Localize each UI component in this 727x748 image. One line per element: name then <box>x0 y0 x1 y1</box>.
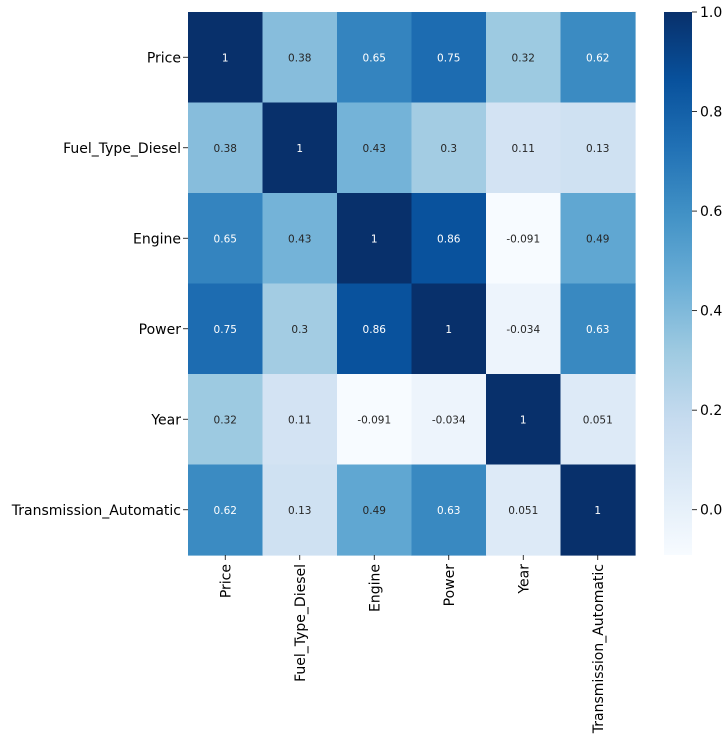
cell-annotation: 1 <box>371 233 378 245</box>
cell-annotation: 0.13 <box>288 505 311 517</box>
heatmap-cell <box>411 193 487 285</box>
cell-annotation: 0.38 <box>214 143 237 155</box>
y-tick-label: Year <box>150 412 181 428</box>
x-tick-labels: Price Fuel_Type_Diesel Engine Power Year Tran… <box>218 555 607 734</box>
cell-annotation: 0.051 <box>508 505 538 517</box>
x-tick-label: Engine <box>367 564 383 612</box>
y-tick-label: Transmission_Automatic <box>11 503 181 519</box>
heatmap-cell <box>560 102 636 194</box>
colorbar-tick-label: 0.4 <box>700 304 722 320</box>
y-tick-label: Power <box>139 322 182 338</box>
cell-annotations: 1 0.38 0.65 0.75 0.32 0.62 0.38 1 0.43 0.3 0.11 0.1… <box>214 52 613 517</box>
cell-annotation: 0.86 <box>437 233 461 245</box>
heatmap-cell <box>337 193 413 285</box>
cell-annotation: 0.75 <box>437 52 460 64</box>
heatmap-cell <box>486 464 562 556</box>
cell-annotation: 0.3 <box>440 143 457 155</box>
cell-annotation: 0.65 <box>214 233 237 245</box>
heatmap-cell <box>337 283 413 375</box>
heatmap-cell <box>411 464 487 556</box>
x-tick-label: Power <box>442 564 458 607</box>
cell-annotation: 0.63 <box>437 505 460 517</box>
heatmap-cell <box>188 102 264 194</box>
heatmap-cell <box>188 12 264 104</box>
heatmap-cell <box>486 102 562 194</box>
cell-annotation: 0.62 <box>214 505 237 517</box>
x-tick-label: Year <box>516 564 532 595</box>
heatmap-cell <box>188 193 264 285</box>
cell-annotation: -0.034 <box>432 414 466 426</box>
cell-annotation: 0.63 <box>586 324 609 336</box>
colorbar-tick-label: 1.0 <box>700 5 722 21</box>
cell-annotation: 0.32 <box>214 414 237 426</box>
cell-annotation: 1 <box>222 52 229 64</box>
heatmap-cell <box>560 283 636 375</box>
x-tick-label: Fuel_Type_Diesel <box>293 564 309 682</box>
heatmap-cell <box>560 464 636 556</box>
heatmap-cell <box>411 374 487 466</box>
cell-annotation: 1 <box>520 414 527 426</box>
cell-annotation: 0.62 <box>586 52 609 64</box>
cell-annotation: 0.86 <box>363 324 387 336</box>
colorbar-tick-label: 0.6 <box>700 204 722 220</box>
cell-annotation: -0.034 <box>506 324 540 336</box>
cell-annotation: 0.13 <box>586 143 609 155</box>
y-tick-label: Price <box>147 50 181 66</box>
heatmap-cell <box>486 283 562 375</box>
cell-annotation: 0.38 <box>288 52 311 64</box>
heatmap-cell <box>262 12 338 104</box>
heatmap-cell <box>262 374 338 466</box>
cell-annotation: 0.65 <box>363 52 386 64</box>
cell-annotation: 0.11 <box>512 143 535 155</box>
x-tick-label: Price <box>218 564 234 598</box>
heatmap-cell <box>486 12 562 104</box>
x-tick-label: Transmission_Automatic <box>591 564 607 734</box>
heatmap-cell <box>188 464 264 556</box>
heatmap-cells <box>188 12 636 556</box>
cell-annotation: 0.11 <box>288 414 311 426</box>
y-tick-label: Engine <box>133 231 181 247</box>
heatmap-cell <box>411 283 487 375</box>
cell-annotation: 0.43 <box>288 233 311 245</box>
heatmap-cell <box>262 193 338 285</box>
cell-annotation: 1 <box>594 505 601 517</box>
y-tick-label: Fuel_Type_Diesel <box>63 141 181 157</box>
cell-annotation: -0.091 <box>506 233 540 245</box>
colorbar-tick-label: 0.2 <box>700 403 722 419</box>
cell-annotation: 0.43 <box>363 143 386 155</box>
heatmap-cell <box>411 102 487 194</box>
colorbar-tick-label: 0.0 <box>700 503 722 519</box>
cell-annotation: 0.32 <box>512 52 535 64</box>
heatmap-cell <box>262 464 338 556</box>
heatmap-cell <box>560 374 636 466</box>
heatmap-cell <box>337 374 413 466</box>
heatmap-cell <box>337 102 413 194</box>
cell-annotation: 0.49 <box>363 505 386 517</box>
cell-annotation: 0.49 <box>586 233 609 245</box>
colorbar: 0.0 0.2 0.4 0.6 0.8 1.0 <box>664 5 722 555</box>
cell-annotation: 0.75 <box>214 324 237 336</box>
heatmap-cell <box>411 12 487 104</box>
colorbar-gradient <box>664 12 692 555</box>
heatmap-cell <box>486 374 562 466</box>
cell-annotation: 0.3 <box>291 324 308 336</box>
cell-annotation: 1 <box>445 324 452 336</box>
heatmap-cell <box>262 102 338 194</box>
y-tick-labels: Price Fuel_Type_Diesel Engine Power Year Tran… <box>11 50 188 519</box>
cell-annotation: -0.091 <box>357 414 391 426</box>
heatmap-cell <box>188 374 264 466</box>
heatmap-cell <box>337 12 413 104</box>
colorbar-tick-label: 0.8 <box>700 105 722 121</box>
heatmap-cell <box>486 193 562 285</box>
cell-annotation: 1 <box>296 143 303 155</box>
heatmap-cell <box>262 283 338 375</box>
heatmap-cell <box>188 283 264 375</box>
heatmap-cell <box>560 193 636 285</box>
heatmap-cell <box>337 464 413 556</box>
cell-annotation: 0.051 <box>583 414 613 426</box>
heatmap-cell <box>560 12 636 104</box>
colorbar-ticks: 0.0 0.2 0.4 0.6 0.8 1.0 <box>692 5 722 519</box>
